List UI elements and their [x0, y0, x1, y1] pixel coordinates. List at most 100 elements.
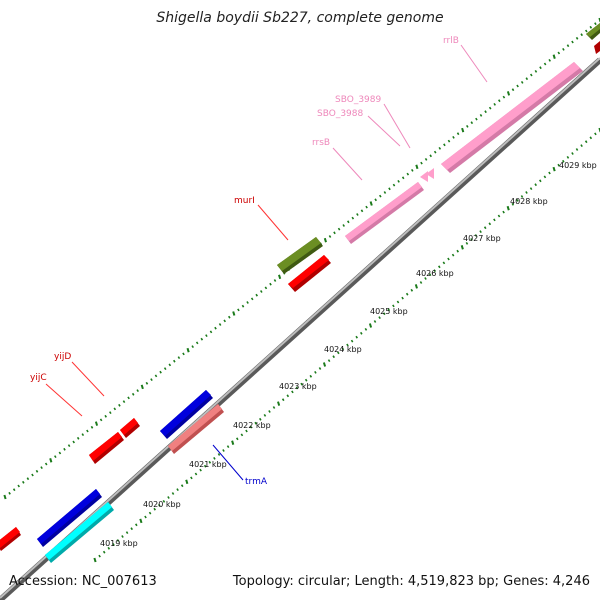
- gene-feature-SBO_3989[interactable]: [426, 168, 434, 179]
- strand-tick: [182, 352, 185, 356]
- strand-tick: [246, 301, 249, 304]
- strand-tick: [94, 421, 99, 426]
- gene-feature[interactable]: [288, 255, 331, 292]
- strand-tick: [451, 253, 455, 257]
- gene-feature-yijD[interactable]: [120, 418, 140, 438]
- strand-tick: [259, 417, 262, 421]
- strand-tick: [158, 503, 161, 507]
- scale-label: 4028 kbp: [510, 197, 548, 206]
- strand-tick: [429, 154, 432, 158]
- strand-tick: [369, 201, 373, 206]
- strand-tick: [347, 220, 350, 224]
- strand-tick: [8, 491, 11, 495]
- strand-tick: [232, 311, 236, 316]
- strand-tick: [589, 136, 593, 140]
- strand-tick: [414, 284, 418, 289]
- gene-feature[interactable]: [594, 41, 600, 54]
- strand-tick: [272, 406, 276, 409]
- gene-feature[interactable]: [45, 502, 114, 563]
- strand-tick: [548, 171, 551, 175]
- strand-tick: [237, 308, 240, 312]
- scale-label: 4019 kbp: [100, 539, 138, 548]
- strand-tick: [139, 518, 143, 524]
- strand-tick: [309, 374, 313, 378]
- strand-tick: [534, 69, 538, 73]
- gene-feature-trmA[interactable]: [168, 404, 224, 454]
- strand-tick: [419, 281, 423, 284]
- strand-tick: [22, 480, 25, 484]
- strand-tick: [552, 166, 556, 172]
- strand-tick: [346, 343, 349, 347]
- strand-tick: [374, 198, 377, 202]
- strand-tick: [382, 312, 386, 316]
- strand-tick: [121, 535, 124, 538]
- gene-label-SBO_3989: SBO_3989: [335, 95, 381, 105]
- gene-feature[interactable]: [586, 23, 600, 40]
- strand-tick: [396, 300, 400, 304]
- strand-tick: [118, 403, 121, 407]
- gene-feature-yijC[interactable]: [89, 432, 124, 464]
- strand-tick: [516, 198, 519, 202]
- gene-feature[interactable]: [0, 527, 21, 551]
- scale-label: 4024 kbp: [324, 345, 362, 354]
- strand-tick: [113, 407, 117, 411]
- gene-feature-rrlB[interactable]: [441, 62, 583, 173]
- strand-tick: [470, 121, 474, 125]
- strand-tick: [214, 326, 217, 330]
- strand-tick: [594, 132, 597, 136]
- gene-label-yijD: yijD: [54, 352, 71, 362]
- strand-tick: [575, 36, 579, 40]
- strand-tick: [102, 550, 106, 554]
- strand-tick: [378, 316, 381, 320]
- gene-feature-rrsB[interactable]: [345, 182, 424, 244]
- strand-tick: [167, 496, 170, 499]
- scale-label: 4026 kbp: [416, 269, 454, 278]
- strand-tick: [461, 127, 465, 133]
- strand-tick: [286, 394, 290, 398]
- strand-tick: [589, 25, 593, 29]
- strand-tick: [81, 433, 85, 437]
- scale-label: 4025 kbp: [370, 307, 408, 316]
- strand-tick: [58, 451, 62, 455]
- scale-label: 4022 kbp: [233, 421, 271, 430]
- strand-tick: [281, 398, 285, 402]
- strand-tick: [529, 187, 533, 191]
- strand-tick: [26, 477, 30, 481]
- strand-tick: [502, 95, 506, 99]
- strand-tick: [443, 143, 446, 147]
- strand-tick: [428, 273, 432, 277]
- strand-tick: [131, 392, 135, 396]
- gene-feature-SBO_3988[interactable]: [420, 171, 428, 182]
- strand-tick: [571, 152, 574, 155]
- strand-tick: [506, 205, 510, 211]
- strand-tick: [360, 331, 363, 335]
- gene-label-rrsB: rrsB: [312, 138, 330, 148]
- gene-feature-murI[interactable]: [277, 237, 323, 274]
- strand-tick: [557, 51, 561, 55]
- strand-tick: [177, 356, 181, 360]
- strand-tick: [49, 458, 53, 463]
- strand-tick: [291, 390, 294, 394]
- strand-tick: [392, 183, 396, 187]
- strand-tick: [323, 237, 327, 243]
- strand-tick: [502, 210, 505, 214]
- strand-tick: [368, 323, 373, 328]
- scale-label: 4027 kbp: [463, 234, 501, 243]
- strand-tick: [511, 88, 515, 92]
- strand-tick: [387, 308, 391, 312]
- strand-tick: [350, 339, 354, 343]
- strand-tick: [213, 456, 216, 460]
- strand-tick: [351, 216, 355, 220]
- gene-feature[interactable]: [37, 489, 102, 547]
- strand-tick: [470, 238, 473, 241]
- gene-label-trmA: trmA: [245, 477, 268, 487]
- gene-label-SBO_3988: SBO_3988: [317, 109, 363, 119]
- strand-tick: [99, 418, 103, 422]
- strand-tick: [67, 444, 71, 448]
- strand-tick: [552, 54, 556, 59]
- gene-feature[interactable]: [160, 390, 213, 439]
- gene-features: [0, 23, 600, 563]
- strand-tick: [127, 396, 130, 400]
- strand-tick: [116, 539, 120, 542]
- strand-tick: [205, 334, 208, 338]
